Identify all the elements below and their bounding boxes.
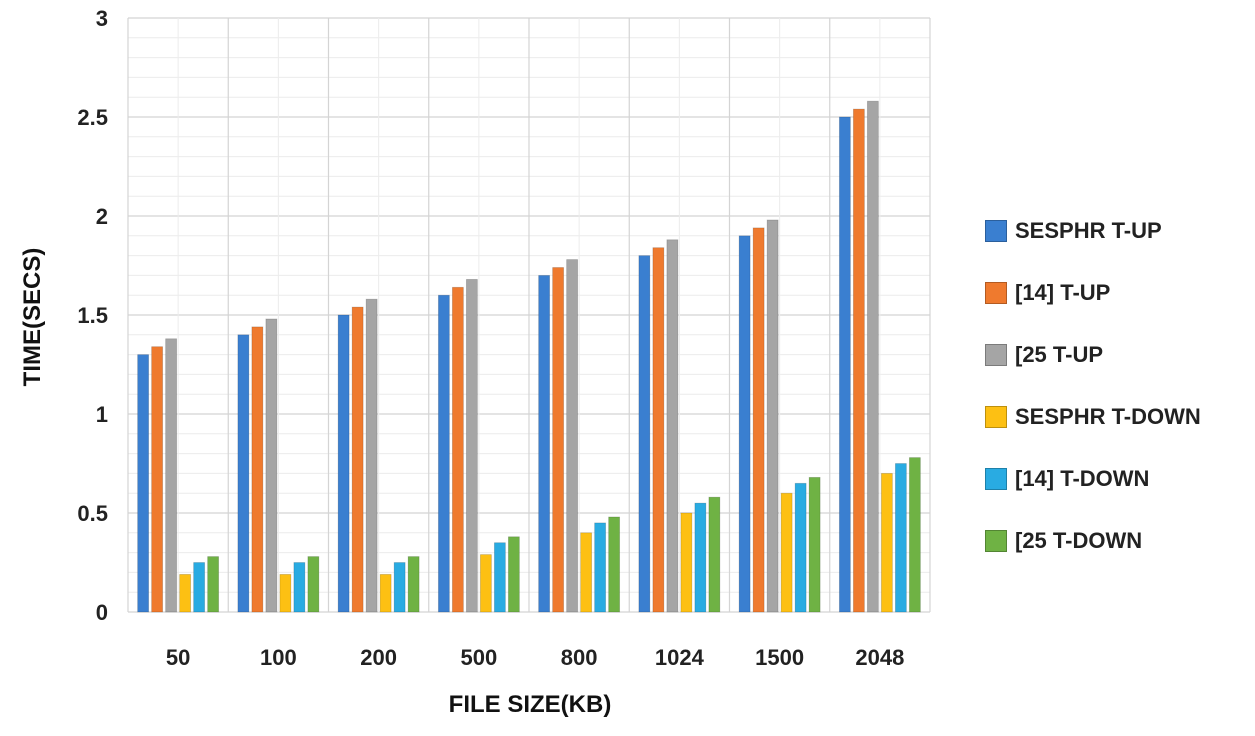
bar-800--14-t-down [594,522,607,613]
bar-2048-sesphr-t-down [880,472,893,613]
bar-200--14-t-down [393,562,406,613]
bar-2048-sesphr-t-up [838,116,851,613]
bar-1500-sesphr-t-up [738,235,751,613]
y-axis-ticks: 0 0.5 1 1.5 2 2.5 3 [77,6,108,625]
y-tick-label: 2 [96,204,108,229]
legend-item: [25 T-UP [985,324,1255,386]
bar-2048--14-t-down [894,463,907,613]
bar-200--25-t-down [407,556,420,613]
bar-500-sesphr-t-down [479,554,492,613]
bar-1500--14-t-up [752,227,765,613]
legend-label: SESPHR T-DOWN [1015,404,1201,429]
bar-800--14-t-up [552,267,565,613]
bar-1024--14-t-up [652,247,665,613]
x-tick-label: 800 [561,645,598,670]
bar-1024-sesphr-t-down [680,512,693,613]
x-tick-label: 500 [461,645,498,670]
bar-50--25-t-up [165,338,178,613]
x-tick-label: 100 [260,645,297,670]
legend-swatch [985,344,1007,366]
bar-50--14-t-up [151,346,164,613]
legend: SESPHR T-UP [14] T-UP [25 T-UP SESPHR T-DOW… [985,200,1255,572]
bar-1500--14-t-down [794,482,807,613]
legend-swatch [985,468,1007,490]
x-axis-ticks: 50 100 200 500 800 1024 1500 2048 [166,645,904,670]
legend-item: [14] T-UP [985,262,1255,324]
legend-swatch [985,406,1007,428]
bar-50--25-t-down [207,556,220,613]
x-tick-label: 2048 [855,645,904,670]
legend-label: [25 T-DOWN [1015,528,1143,553]
legend-swatch [985,220,1007,242]
bar-800-sesphr-t-down [580,532,593,613]
x-tick-label: 1024 [655,645,705,670]
bar-2048--25-t-down [908,457,921,613]
bar-500--25-t-up [465,278,478,613]
x-axis-title: FILE SIZE(KB) [449,691,612,718]
bar-200--25-t-up [365,298,378,613]
bar-2048--25-t-up [866,100,879,613]
bar-100--14-t-up [251,326,264,613]
bar-500-sesphr-t-up [437,294,450,613]
legend-swatch [985,530,1007,552]
legend-label: [14] T-UP [1015,280,1111,305]
y-tick-label: 1.5 [77,303,108,328]
legend-item: [14] T-DOWN [985,448,1255,510]
bar-200-sesphr-t-up [337,314,350,613]
bar-2048--14-t-up [852,108,865,613]
bar-1500--25-t-down [808,476,821,613]
bar-200-sesphr-t-down [379,573,392,613]
x-tick-label: 1500 [755,645,804,670]
bar-100--14-t-down [293,562,306,613]
bar-1500--25-t-up [766,219,779,613]
bar-100-sesphr-t-up [237,334,250,613]
bar-50--14-t-down [193,562,206,613]
bar-1500-sesphr-t-down [780,492,793,613]
bar-1024-sesphr-t-up [638,255,651,613]
bar-1024--25-t-down [708,496,721,613]
bar-50-sesphr-t-up [137,354,150,613]
y-tick-label: 0 [96,600,108,625]
bar-1024--14-t-down [694,502,707,613]
bar-1024--25-t-up [666,239,679,613]
y-tick-label: 3 [96,6,108,31]
bar-100--25-t-down [307,556,320,613]
legend-swatch [985,282,1007,304]
legend-item: [25 T-DOWN [985,510,1255,572]
y-tick-label: 2.5 [77,105,108,130]
y-tick-label: 1 [96,402,108,427]
y-axis-title: TIME(SECS) [19,248,46,387]
bar-800--25-t-up [566,259,579,613]
bar-100-sesphr-t-down [279,573,292,613]
x-tick-label: 200 [360,645,397,670]
bar-200--14-t-up [351,306,364,613]
bar-500--14-t-down [493,542,506,613]
y-tick-label: 0.5 [77,501,108,526]
bars [137,100,921,613]
bar-50-sesphr-t-down [179,573,192,613]
legend-item: SESPHR T-DOWN [985,386,1255,448]
legend-label: [25 T-UP [1015,342,1104,367]
legend-item: SESPHR T-UP [985,200,1255,262]
bar-500--14-t-up [451,286,464,613]
legend-label: SESPHR T-UP [1015,218,1162,243]
bar-500--25-t-down [507,536,520,613]
bar-800-sesphr-t-up [538,274,551,613]
x-tick-label: 50 [166,645,190,670]
legend-label: [14] T-DOWN [1015,466,1150,491]
bar-100--25-t-up [265,318,278,613]
bar-800--25-t-down [608,516,621,613]
